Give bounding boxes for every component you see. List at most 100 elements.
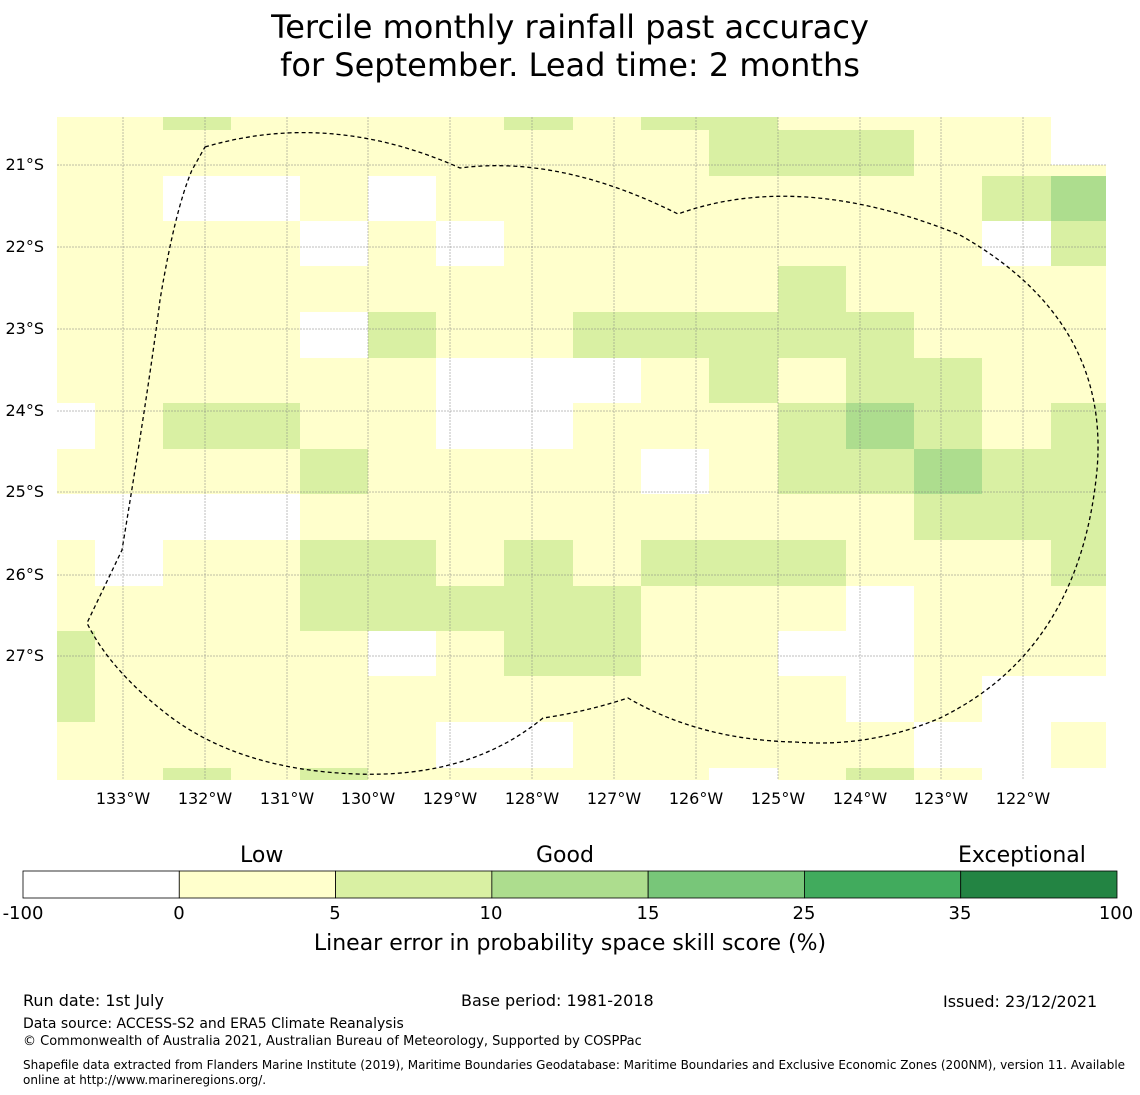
lat-label-24s: 24°S — [5, 401, 44, 420]
run-date: Run date: 1st July — [23, 991, 164, 1010]
grid-cell — [504, 540, 573, 586]
colorbar-tick: -100 — [2, 903, 44, 924]
colorbar-category-exceptional: Exceptional — [958, 843, 1086, 868]
lon-label-131w: 131°W — [259, 789, 315, 808]
grid-cell — [982, 768, 1106, 780]
lat-label-27s: 27°S — [5, 646, 44, 665]
grid-cell — [436, 358, 641, 403]
grid-cell — [914, 403, 982, 449]
colorbar-swatch — [804, 870, 962, 899]
grid-cell — [641, 540, 846, 586]
graticule — [57, 117, 1106, 780]
colorbar-swatch — [178, 870, 336, 899]
eez-boundary — [86, 131, 1099, 775]
grid-cell — [846, 768, 914, 780]
shapefile-credit: Shapefile data extracted from Flanders M… — [23, 1058, 1126, 1087]
grid-cell — [914, 449, 982, 494]
data-source: Data source: ACCESS-S2 and ERA5 Climate … — [23, 1016, 404, 1032]
grid-cell — [982, 221, 1051, 266]
grid-cell — [982, 676, 1106, 722]
colorbar-swatch — [491, 870, 649, 899]
colorbar-swatch — [22, 870, 180, 899]
grid-cell — [709, 358, 778, 403]
grid-cell — [163, 176, 300, 221]
grid-cell — [57, 403, 95, 449]
grid-cell — [1051, 176, 1106, 221]
lon-label-130w: 130°W — [340, 789, 396, 808]
grid-cell — [368, 312, 436, 358]
colorbar-tick: 10 — [479, 903, 503, 924]
grid-cell — [300, 449, 368, 494]
grid-cell — [846, 676, 914, 722]
lon-label-124w: 124°W — [832, 789, 888, 808]
colorbar-tick: 25 — [792, 903, 816, 924]
grid-cell — [914, 722, 1051, 768]
lat-label-26s: 26°S — [5, 565, 44, 584]
map-title-line-1: Tercile monthly rainfall past accuracy — [271, 8, 869, 46]
lon-label-127w: 127°W — [586, 789, 642, 808]
lon-label-123w: 123°W — [913, 789, 969, 808]
grid-cell — [504, 117, 573, 130]
grid-cell — [368, 176, 436, 221]
grid-cell — [982, 176, 1051, 221]
lon-label-125w: 125°W — [750, 789, 806, 808]
grid-cell — [641, 449, 709, 494]
colorbar-category-good: Good — [536, 843, 594, 868]
lon-label-128w: 128°W — [504, 789, 560, 808]
grid-cell — [846, 586, 914, 631]
grid-cell — [504, 631, 641, 676]
colorbar-tick: 100 — [1098, 903, 1134, 924]
grid-cell — [300, 586, 641, 631]
grid-cell — [641, 117, 778, 130]
base-period: Base period: 1981-2018 — [461, 991, 654, 1010]
colorbar-tick: 15 — [636, 903, 660, 924]
colorbar-tick: 5 — [329, 903, 341, 924]
lon-label-133w: 133°W — [95, 789, 151, 808]
lat-label-25s: 25°S — [5, 482, 44, 501]
colorbar-label: Linear error in probability space skill … — [313, 931, 827, 956]
grid-cell — [982, 449, 1106, 494]
grid-cell — [436, 722, 573, 768]
grid-cell — [778, 266, 846, 312]
grid-cell — [778, 449, 914, 494]
grid-cell — [300, 221, 368, 266]
lat-label-21s: 21°S — [5, 155, 44, 174]
grid-cell — [163, 403, 300, 449]
grid-cell — [1051, 221, 1106, 266]
lon-label-126w: 126°W — [668, 789, 724, 808]
grid-cell — [163, 117, 231, 130]
grid-cell — [709, 768, 778, 780]
grid-cell — [57, 631, 95, 722]
colorbar-swatch — [647, 870, 805, 899]
lat-label-23s: 23°S — [5, 319, 44, 338]
grid-cell — [368, 631, 436, 676]
colorbar-swatch — [960, 870, 1118, 899]
issued-date: Issued: 23/12/2021 — [943, 992, 1098, 1011]
grid-cell — [573, 312, 914, 358]
grid-cell — [778, 403, 846, 449]
grid-cell — [846, 403, 914, 449]
lat-label-22s: 22°S — [5, 237, 44, 256]
lon-label-132w: 132°W — [177, 789, 233, 808]
grid-cell — [914, 494, 1106, 540]
copyright: © Commonwealth of Australia 2021, Austra… — [23, 1034, 642, 1049]
grid-cell — [709, 130, 914, 176]
grid-cell — [846, 358, 982, 403]
grid-cell — [1051, 117, 1106, 165]
grid-cell — [300, 312, 368, 358]
skill-grid — [57, 117, 1106, 780]
grid-cell — [1051, 540, 1106, 586]
colorbar-tick: 35 — [948, 903, 972, 924]
grid-cell — [163, 768, 231, 780]
grid-cell — [436, 403, 573, 449]
grid-cell — [95, 540, 163, 586]
grid-cell — [778, 631, 914, 676]
lon-label-129w: 129°W — [422, 789, 478, 808]
grid-cell — [436, 221, 504, 266]
colorbar-tick: 0 — [173, 903, 185, 924]
colorbar-category-low: Low — [240, 843, 284, 868]
map-title-line-2: for September. Lead time: 2 months — [280, 46, 860, 84]
grid-cell — [57, 494, 300, 540]
colorbar-swatch — [335, 870, 493, 899]
lon-label-122w: 122°W — [995, 789, 1051, 808]
